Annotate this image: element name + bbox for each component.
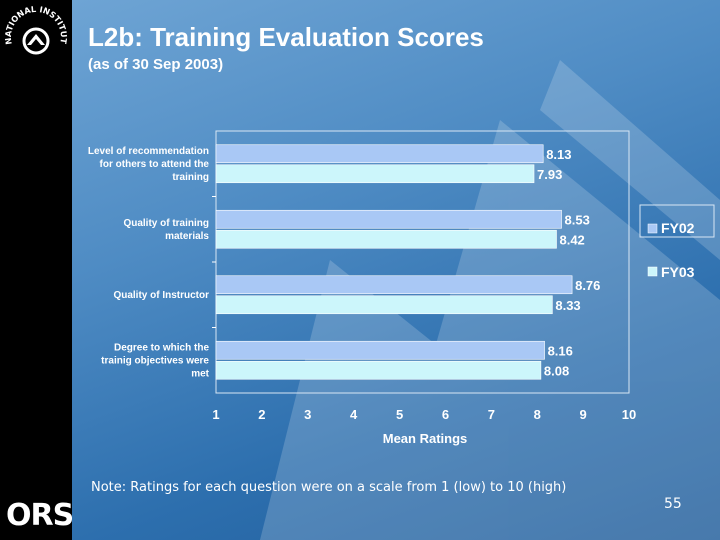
value-label-fy03-2: 8.33: [555, 298, 580, 313]
category-label-3-line-1: trainig objectives were: [101, 355, 209, 366]
x-axis-ticks: 1 2 3 4 5 6 7 8 9 10: [212, 407, 636, 422]
nih-logo: NATIONAL INSTITUTES OF HEALTH: [2, 4, 69, 55]
x-tick-label-1: 1: [212, 407, 219, 422]
bar-fy02-0: [215, 144, 544, 164]
value-label-fy02-1: 8.53: [565, 212, 590, 227]
legend: FY02 FY03: [639, 204, 715, 280]
category-labels: Level of recommendation for others to att…: [88, 146, 216, 379]
category-label-0-line-2: training: [172, 172, 209, 183]
bar-fy02-1: [215, 209, 562, 229]
page-subtitle: (as of 30 Sep 2003): [88, 56, 224, 73]
x-tick-label-4: 4: [350, 407, 358, 422]
value-label-fy02-3: 8.16: [548, 343, 573, 358]
legend-label-fy03: FY03: [661, 264, 695, 280]
legend-swatch-fy02: [647, 223, 658, 234]
category-label-1-line-1: materials: [165, 231, 209, 242]
category-label-0-line-0: Level of recommendation: [88, 146, 209, 157]
legend-label-fy02: FY02: [661, 220, 695, 236]
value-labels: 8.13 7.93 8.53 8.42 8.76 8.33 8.16 8.08: [537, 147, 600, 379]
slide-background: [72, 0, 720, 540]
category-label-3-line-0: Degree to which the: [114, 342, 209, 353]
sidebar: NATIONAL INSTITUTES OF HEALTH ORS: [0, 0, 74, 540]
x-tick-label-10: 10: [622, 407, 636, 422]
category-label-1-line-0: Quality of training: [123, 218, 209, 229]
footnote: Note: Ratings for each question were on …: [91, 480, 567, 495]
x-tick-label-9: 9: [579, 407, 586, 422]
x-axis-title: Mean Ratings: [383, 431, 468, 446]
background-decor: [260, 60, 720, 540]
x-tick-label-2: 2: [258, 407, 265, 422]
bar-fy03-3: [215, 360, 542, 380]
page-title: L2b: Training Evaluation Scores: [88, 22, 484, 52]
bar-fy02-3: [215, 340, 545, 360]
value-label-fy02-2: 8.76: [575, 278, 600, 293]
bar-fy03-1: [215, 229, 557, 249]
x-tick-label-3: 3: [304, 407, 311, 422]
bar-fy03-2: [215, 295, 553, 315]
bars: [215, 144, 573, 380]
bar-fy03-0: [215, 164, 535, 184]
value-label-fy02-0: 8.13: [546, 147, 571, 162]
value-label-fy03-3: 8.08: [544, 363, 569, 378]
legend-swatch-fy03: [647, 266, 658, 277]
value-label-fy03-1: 8.42: [559, 232, 584, 247]
legend-box-fy02: [639, 204, 715, 238]
category-label-2-line-0: Quality of Instructor: [113, 290, 209, 301]
category-label-3-line-2: met: [191, 368, 209, 379]
value-label-fy03-0: 7.93: [537, 167, 562, 182]
x-tick-label-7: 7: [488, 407, 495, 422]
x-tick-label-5: 5: [396, 407, 403, 422]
category-label-0-line-1: for others to attend the: [100, 159, 210, 170]
bar-fy02-2: [215, 275, 573, 295]
x-tick-label-6: 6: [442, 407, 449, 422]
ors-logo: ORS: [6, 498, 74, 533]
x-tick-label-8: 8: [534, 407, 541, 422]
page-number: 55: [664, 496, 682, 512]
